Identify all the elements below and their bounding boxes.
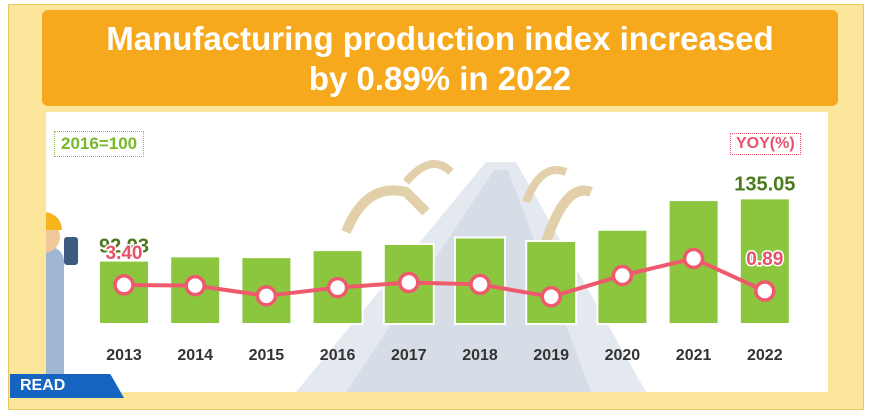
x-tick-label-2019: 2019	[533, 347, 569, 364]
chart-title-line-2: by 0.89% in 2022	[308, 60, 572, 97]
robot-arm-center-right	[522, 166, 568, 204]
bar-2015	[240, 256, 293, 325]
bar-2022	[738, 197, 791, 325]
robot-arm-center-left	[402, 160, 454, 185]
x-tick-label-2017: 2017	[391, 347, 427, 364]
chart-svg: 2013 2014 2015 2016 2017 2018 2019 2020 2021 2022…	[46, 160, 797, 392]
yoy-point-2022	[754, 280, 776, 302]
yoy-point-2018	[469, 273, 491, 296]
x-tick-label-2022: 2022	[747, 347, 783, 364]
worker-illustration	[46, 212, 78, 392]
x-tick-label-2015: 2015	[249, 347, 285, 364]
title-banner: Manufacturing production index increased…	[42, 10, 838, 106]
yoy-axis-label: YOY(%)	[730, 133, 801, 155]
yoy-point-2021	[682, 247, 705, 270]
yoy-point-2017	[398, 271, 420, 294]
yoy-point-2015	[255, 285, 278, 307]
yoy-data-label-2022: 0.89	[746, 249, 783, 270]
x-tick-label-2016: 2016	[320, 347, 356, 364]
index-data-label-2022: 135.05	[734, 173, 795, 195]
read-badge[interactable]: READ	[10, 374, 124, 398]
yoy-line-layer	[113, 247, 776, 308]
robot-arm-right	[541, 185, 593, 244]
x-tick-label-2018: 2018	[462, 347, 498, 364]
labels-layer: 2013 2014 2015 2016 2017 2018 2019 2020 2021 2022…	[97, 172, 796, 364]
yoy-point-2016	[326, 276, 349, 299]
x-tick-label-2020: 2020	[605, 347, 641, 364]
yoy-point-2020	[611, 264, 634, 287]
robot-arm-left	[341, 185, 430, 234]
x-tick-label-2021: 2021	[676, 347, 712, 364]
yoy-point-2019	[540, 286, 562, 308]
x-tick-label-2014: 2014	[177, 347, 213, 364]
bar-2019	[525, 240, 578, 325]
yoy-point-2014	[184, 274, 206, 297]
x-tick-label-2013: 2013	[106, 347, 142, 364]
yoy-point-2013	[113, 274, 135, 296]
chart-title-line-1: Manufacturing production index increased	[106, 20, 774, 57]
base-year-label: 2016=100	[54, 131, 145, 157]
yoy-line	[123, 256, 766, 299]
chart-panel: 2013 2014 2015 2016 2017 2018 2019 2020 2021 2022…	[46, 112, 828, 392]
index-data-label-2013: 92.93	[99, 236, 149, 258]
yoy-data-label-2013: 3.40	[106, 243, 143, 264]
